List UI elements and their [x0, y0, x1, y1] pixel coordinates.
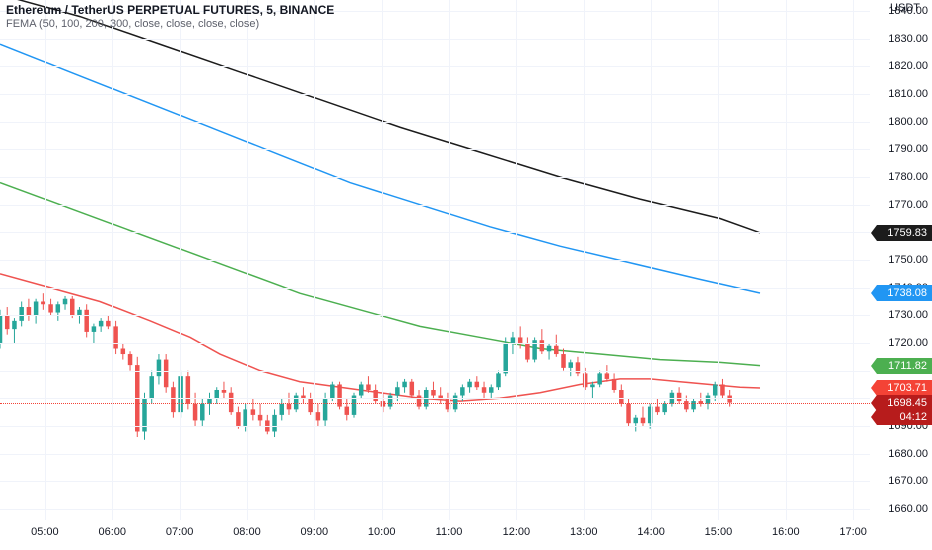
y-tick-label: 1830.00	[888, 33, 928, 45]
price-tag: 04:12	[877, 409, 932, 425]
price-tag: 1738.08	[877, 285, 932, 301]
plot-area[interactable]	[0, 0, 870, 520]
x-tick-label: 07:00	[166, 526, 194, 538]
current-price-line	[0, 403, 870, 404]
chart-container[interactable]: Ethereum / TetherUS PERPETUAL FUTURES, 5…	[0, 0, 870, 520]
symbol-title[interactable]: Ethereum / TetherUS PERPETUAL FUTURES, 5…	[6, 3, 334, 17]
x-tick-label: 17:00	[839, 526, 867, 538]
y-tick-label: 1810.00	[888, 88, 928, 100]
x-axis: 05:00 06:00 07:00 08:00 09:00 10:00 11:00 12:00…	[0, 520, 870, 550]
y-tick-label: 1780.00	[888, 171, 928, 183]
y-tick-label: 1720.00	[888, 337, 928, 349]
x-tick-label: 16:00	[772, 526, 800, 538]
x-tick-label: 12:00	[503, 526, 531, 538]
y-tick-label: 1770.00	[888, 199, 928, 211]
y-tick-label: 1750.00	[888, 254, 928, 266]
y-tick-label: 1820.00	[888, 60, 928, 72]
x-tick-label: 11:00	[436, 526, 463, 538]
x-tick-label: 10:00	[368, 526, 396, 538]
x-tick-label: 15:00	[705, 526, 733, 538]
chart-header: Ethereum / TetherUS PERPETUAL FUTURES, 5…	[6, 3, 334, 30]
x-tick-label: 09:00	[301, 526, 329, 538]
price-tag: 1711.82	[877, 358, 932, 374]
y-axis: USDT 1660.001670.001680.001690.001700.00…	[870, 0, 932, 520]
y-tick-label: 1840.00	[888, 5, 928, 17]
y-tick-label: 1730.00	[888, 309, 928, 321]
y-tick-label: 1680.00	[888, 448, 928, 460]
y-tick-label: 1670.00	[888, 475, 928, 487]
y-tick-label: 1790.00	[888, 143, 928, 155]
x-tick-label: 08:00	[233, 526, 261, 538]
x-tick-label: 13:00	[570, 526, 598, 538]
price-tag: 1759.83	[877, 225, 932, 241]
indicator-label[interactable]: FEMA (50, 100, 200, 300, close, close, c…	[6, 18, 334, 30]
x-tick-label: 14:00	[637, 526, 665, 538]
x-tick-label: 05:00	[31, 526, 59, 538]
y-tick-label: 1660.00	[888, 503, 928, 515]
x-tick-label: 06:00	[98, 526, 126, 538]
y-tick-label: 1800.00	[888, 116, 928, 128]
